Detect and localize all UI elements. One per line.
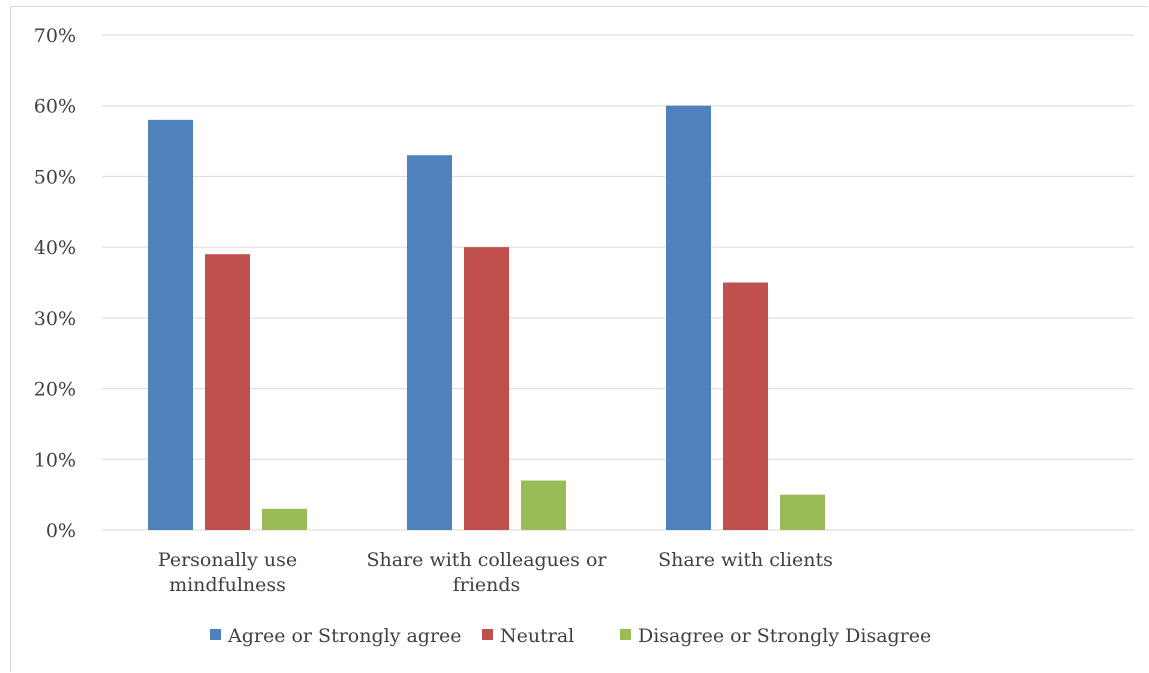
y-tick-label: 20%: [34, 379, 76, 401]
x-axis-category-labels: Personally use mindfulness Share with coll…: [158, 549, 833, 596]
bar-disagree-or-strongly-disagree-2: [780, 494, 825, 530]
x-category-label: friends: [453, 574, 521, 596]
y-tick-label: 40%: [34, 237, 76, 259]
gridlines: [102, 34, 1134, 531]
bar-neutral-0: [205, 254, 250, 530]
chart-frame: [10, 6, 1148, 672]
y-tick-label: 60%: [34, 96, 76, 118]
legend: Agree or Strongly agree Neutral Disagree o…: [210, 625, 931, 647]
legend-label: Disagree or Strongly Disagree: [638, 625, 931, 647]
x-category-label: Personally use: [158, 549, 297, 571]
y-tick-label: 70%: [34, 25, 76, 47]
bar-disagree-or-strongly-disagree-1: [521, 480, 566, 530]
bar-neutral-1: [464, 247, 509, 530]
legend-label: Neutral: [500, 625, 574, 647]
y-tick-label: 50%: [34, 166, 76, 188]
y-tick-label: 0%: [46, 520, 76, 542]
bar-agree-or-strongly-agree-0: [148, 119, 193, 530]
bar-agree-or-strongly-agree-1: [407, 155, 452, 530]
y-tick-label: 30%: [34, 308, 76, 330]
bar-agree-or-strongly-agree-2: [666, 105, 711, 530]
x-category-label: mindfulness: [169, 574, 286, 596]
legend-swatch: [210, 629, 221, 640]
x-category-label: Share with clients: [658, 549, 833, 571]
y-axis-tick-labels: 0% 10% 20% 30% 40% 50% 60% 70%: [34, 25, 76, 542]
bar-disagree-or-strongly-disagree-0: [262, 508, 307, 530]
y-tick-label: 10%: [34, 449, 76, 471]
legend-label: Agree or Strongly agree: [227, 625, 462, 647]
bar-neutral-2: [723, 282, 768, 530]
legend-swatch: [620, 629, 631, 640]
legend-swatch: [482, 629, 493, 640]
x-category-label: Share with colleagues or: [367, 549, 608, 571]
bars: [148, 105, 825, 530]
